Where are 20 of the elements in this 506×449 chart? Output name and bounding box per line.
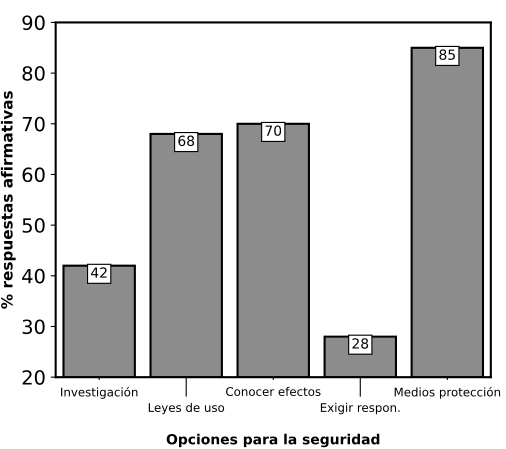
x-tick-label: Conocer efectos (226, 386, 321, 396)
data-label: 42 (91, 267, 107, 278)
y-tick-label: 90 (22, 15, 45, 30)
x-tick-label: Medios protección (394, 386, 500, 399)
y-tick-label: 20 (22, 370, 45, 385)
y-tick-label: 50 (22, 218, 45, 233)
data-label: 68 (178, 136, 194, 146)
y-tick-label: 30 (22, 319, 45, 334)
data-label: 28 (352, 338, 368, 349)
x-tick-label: Exigir respon. (320, 402, 400, 414)
data-label: 70 (266, 125, 282, 136)
x-tick-label: Leyes de uso (148, 402, 224, 414)
y-tick-label: 70 (22, 116, 45, 132)
x-tick-label: Investigación (61, 386, 138, 399)
data-label: 85 (439, 49, 455, 60)
x-axis-title: Opciones para la seguridad (166, 434, 380, 448)
y-tick-label: 80 (22, 66, 45, 81)
y-axis-title: % respuestas afirmativas (0, 91, 16, 309)
y-tick-label: 40 (22, 268, 45, 284)
y-tick-label: 60 (22, 167, 45, 182)
